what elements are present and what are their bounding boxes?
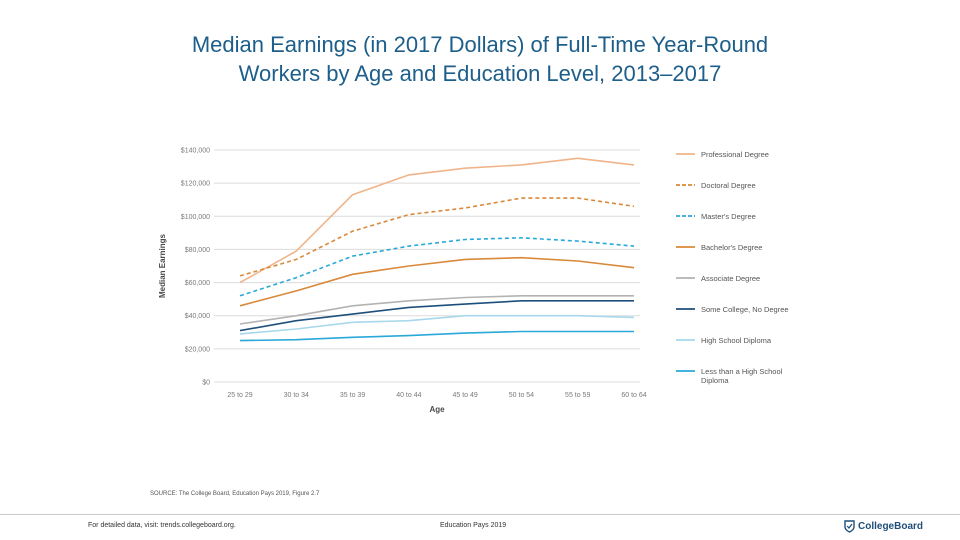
- series-line: [239, 299, 634, 332]
- legend-label: Associate Degree: [701, 274, 760, 283]
- y-tick-label: $120,000: [181, 181, 210, 188]
- y-tick-label: $80,000: [185, 247, 210, 254]
- series-line: [239, 157, 635, 284]
- x-tick-label: 50 to 54: [509, 392, 534, 399]
- x-axis-title: Age: [429, 405, 445, 414]
- legend-label: Professional Degree: [701, 150, 769, 159]
- y-axis-title: Median Earnings: [158, 233, 167, 298]
- y-tick-label: $40,000: [185, 313, 210, 320]
- series-line: [239, 256, 635, 307]
- legend-label: Doctoral Degree: [701, 181, 756, 190]
- x-tick-label: 35 to 39: [340, 392, 365, 399]
- x-tick-label: 60 to 64: [621, 392, 646, 399]
- series-line: [239, 237, 635, 297]
- chart-title-line2: Workers by Age and Education Level, 2013…: [238, 61, 722, 86]
- legend-label: Less than a High School Diploma: [701, 367, 783, 385]
- y-tick-label: $20,000: [185, 346, 210, 353]
- series-line: [239, 294, 634, 325]
- x-tick-label: 30 to 34: [284, 392, 309, 399]
- legend-label: Master's Degree: [701, 212, 756, 221]
- chart-title-line1: Median Earnings (in 2017 Dollars) of Ful…: [191, 32, 769, 57]
- series-line: [239, 197, 635, 277]
- source-note: SOURCE: The College Board, Education Pay…: [150, 491, 320, 497]
- legend-label: High School Diploma: [701, 336, 772, 345]
- y-tick-label: $140,000: [181, 148, 210, 155]
- y-tick-label: $100,000: [181, 214, 210, 221]
- shield-icon: [844, 519, 855, 533]
- legend-label: Some College, No Degree: [701, 305, 789, 314]
- footer-publication: Education Pays 2019: [440, 522, 507, 529]
- x-tick-label: 45 to 49: [452, 392, 477, 399]
- x-tick-label: 40 to 44: [396, 392, 421, 399]
- legend-label: Bachelor's Degree: [701, 243, 762, 252]
- line-chart: $0 $20,000 $40,000 $60,000 $80,000 $100,000 $1…: [158, 148, 789, 415]
- series-line: [239, 330, 634, 342]
- college-board-logo: CollegeBoard: [844, 518, 923, 534]
- x-tick-label: 55 to 59: [565, 392, 590, 399]
- y-tick-label: $0: [202, 380, 210, 387]
- footer-data-link: For detailed data, visit: trends.college…: [88, 522, 236, 529]
- footer-divider: [0, 514, 960, 515]
- brand-name: CollegeBoard: [858, 520, 924, 532]
- series-line: [239, 314, 635, 335]
- y-tick-label: $60,000: [185, 280, 210, 287]
- chart-title: Median Earnings (in 2017 Dollars) of Ful…: [0, 30, 960, 88]
- x-tick-label: 25 to 29: [227, 392, 252, 399]
